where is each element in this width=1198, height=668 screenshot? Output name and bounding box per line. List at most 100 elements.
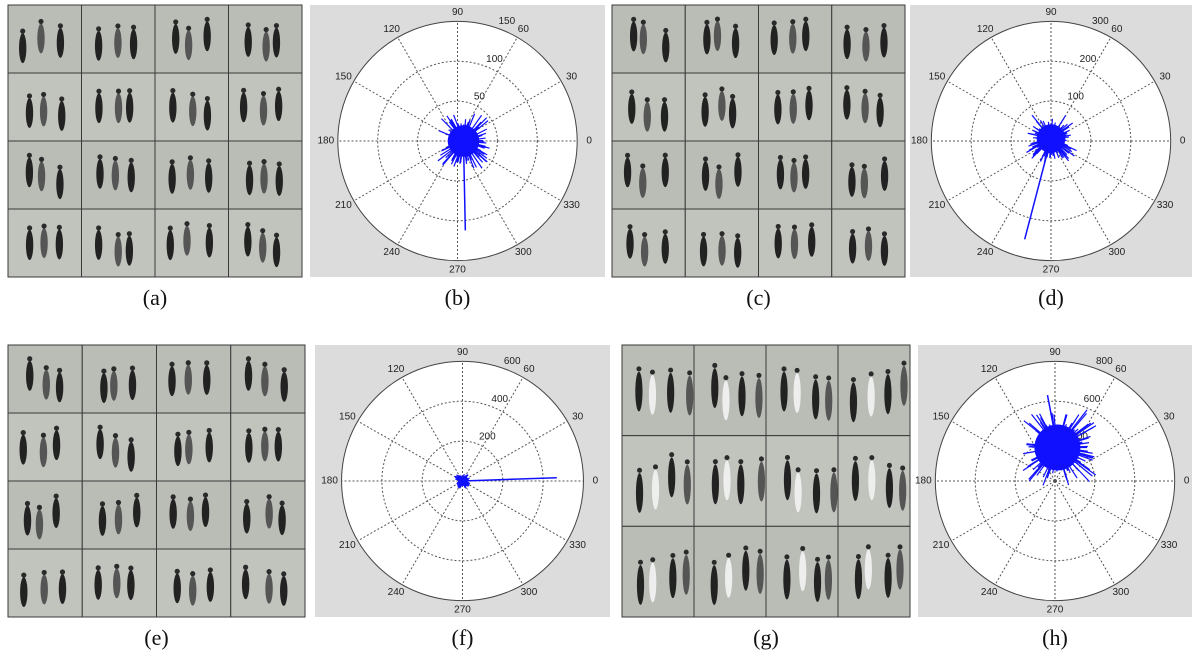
video-frame: [8, 5, 82, 73]
person-head: [175, 432, 180, 437]
person: [732, 28, 739, 58]
person: [43, 370, 50, 400]
person: [784, 460, 791, 500]
person: [722, 380, 729, 420]
angle-label: 150: [933, 411, 950, 422]
person-head: [127, 231, 132, 236]
person: [808, 227, 815, 257]
video-frame: [157, 413, 231, 481]
person: [814, 562, 821, 602]
video-frame: [832, 141, 905, 209]
person-head: [204, 360, 209, 365]
person-head: [791, 158, 796, 163]
person: [876, 97, 883, 127]
person-head: [98, 425, 103, 430]
person-head: [130, 366, 135, 371]
person-head: [262, 427, 267, 432]
person: [849, 234, 856, 264]
angle-label: 300: [1108, 247, 1125, 258]
person: [652, 470, 659, 510]
person: [130, 29, 137, 59]
person: [649, 562, 656, 602]
person-head: [641, 20, 646, 25]
angle-label: 0: [1184, 476, 1190, 487]
person-head: [844, 85, 849, 90]
video-frame: [766, 436, 838, 527]
angle-label: 30: [1159, 71, 1171, 82]
person: [723, 460, 730, 500]
person-head: [886, 553, 891, 558]
person: [185, 434, 192, 464]
person: [189, 576, 196, 606]
person: [205, 163, 212, 193]
person: [56, 169, 63, 199]
person: [880, 28, 887, 58]
angle-label: 90: [1049, 347, 1061, 358]
person-head: [277, 161, 282, 166]
angle-label: 30: [572, 411, 584, 422]
person-head: [41, 433, 46, 438]
person-head: [207, 223, 212, 228]
person-head: [208, 567, 213, 572]
person: [167, 230, 174, 260]
person: [40, 437, 47, 467]
person: [94, 570, 101, 600]
person: [868, 460, 875, 500]
person-head: [627, 224, 632, 229]
person-head: [869, 371, 874, 376]
person-head: [703, 92, 708, 97]
angle-label: 120: [977, 24, 994, 35]
person: [711, 565, 718, 605]
person: [795, 473, 802, 513]
person: [19, 33, 26, 63]
person: [668, 457, 675, 497]
person-head: [266, 569, 271, 574]
person-head: [170, 88, 175, 93]
person: [718, 236, 725, 266]
person-head: [719, 86, 724, 91]
person-head: [887, 463, 892, 468]
person-head: [809, 222, 814, 227]
person-head: [116, 500, 121, 505]
subfigure-caption: (d): [1038, 285, 1064, 310]
person: [185, 365, 192, 395]
person-head: [631, 17, 636, 22]
person-head: [168, 226, 173, 231]
subfigure-caption: (b): [445, 285, 471, 310]
person: [26, 361, 33, 391]
angle-label: 270: [449, 264, 466, 275]
person-head: [759, 456, 764, 461]
person: [169, 499, 176, 529]
person: [641, 237, 648, 267]
person: [259, 233, 266, 263]
angle-label: 270: [454, 604, 471, 615]
person: [168, 164, 175, 194]
person: [662, 234, 669, 264]
person: [790, 94, 797, 124]
person-head: [171, 494, 176, 499]
person: [24, 506, 31, 536]
person: [843, 29, 850, 59]
person: [805, 90, 812, 120]
person: [40, 96, 47, 126]
video-frame: [694, 345, 766, 436]
person: [40, 574, 47, 604]
angle-label: 0: [1180, 136, 1186, 147]
person: [38, 161, 45, 191]
person: [686, 376, 693, 416]
person: [775, 229, 782, 259]
person-head: [663, 153, 668, 158]
person: [789, 24, 796, 54]
person: [802, 21, 809, 51]
angle-label: 30: [1163, 411, 1175, 422]
person-head: [25, 501, 30, 506]
person: [260, 164, 267, 194]
angle-label: 90: [457, 347, 469, 358]
person: [129, 370, 136, 400]
angle-label: 150: [929, 71, 946, 82]
angle-label: 180: [317, 136, 334, 147]
person-head: [205, 96, 210, 101]
person: [126, 93, 133, 123]
person: [246, 165, 253, 195]
person-head: [170, 159, 175, 164]
